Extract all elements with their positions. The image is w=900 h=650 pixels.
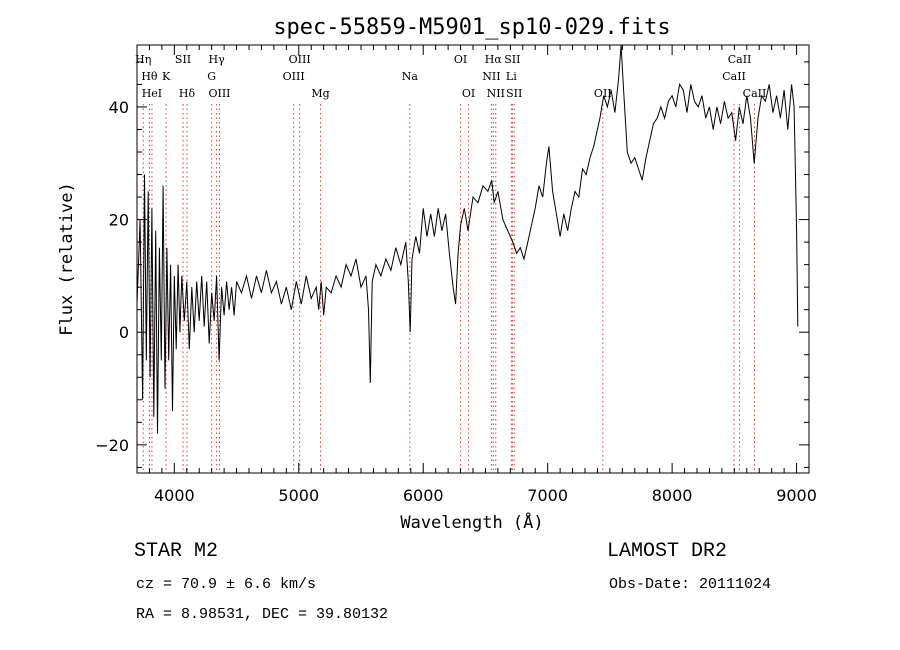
y-tick-label: 40 bbox=[109, 98, 129, 117]
line-label: HeI bbox=[142, 87, 162, 100]
line-label: Hδ bbox=[179, 87, 196, 100]
y-tick-label: −20 bbox=[95, 436, 129, 455]
x-tick-label: 9000 bbox=[776, 486, 817, 505]
line-label: CaII bbox=[728, 53, 752, 66]
line-label: K bbox=[162, 70, 171, 83]
line-label: Hγ bbox=[209, 53, 226, 66]
line-label: SII bbox=[506, 87, 522, 100]
line-label: G bbox=[207, 70, 216, 83]
line-label: CaII bbox=[743, 87, 767, 100]
line-label: OIII bbox=[289, 53, 311, 66]
line-label: CaII bbox=[722, 70, 746, 83]
y-tick-label: 20 bbox=[109, 211, 129, 230]
y-tick-label: 0 bbox=[119, 323, 129, 342]
x-axis-label: Wavelength (Å) bbox=[400, 511, 543, 533]
observation-date: Obs-Date: 20111024 bbox=[609, 576, 772, 593]
x-tick-label: 7000 bbox=[527, 486, 568, 505]
x-tick-label: 5000 bbox=[278, 486, 319, 505]
ra-dec-coordinates: RA = 8.98531, DEC = 39.80132 bbox=[136, 606, 389, 623]
chart-title: spec-55859-M5901_sp10-029.fits bbox=[273, 15, 670, 40]
line-label: Hθ bbox=[141, 70, 158, 83]
x-tick-label: 4000 bbox=[154, 486, 195, 505]
line-label: Hα bbox=[485, 53, 503, 66]
line-label: SII bbox=[504, 53, 520, 66]
line-label: NII bbox=[487, 87, 505, 100]
line-label: OI bbox=[454, 53, 467, 66]
spectrum-line bbox=[136, 44, 799, 434]
line-label: Na bbox=[402, 70, 419, 83]
redshift-velocity: cz = 70.9 ± 6.6 km/s bbox=[136, 576, 317, 593]
x-axis: 4000 5000 6000 7000 8000 9000 bbox=[148, 45, 817, 505]
spectral-line-markers bbox=[142, 104, 755, 473]
line-label: OIII bbox=[283, 70, 305, 83]
line-label: OI bbox=[462, 87, 475, 100]
survey-name: LAMOST DR2 bbox=[607, 540, 728, 563]
line-label: Mg bbox=[311, 87, 329, 100]
line-label: Hη bbox=[135, 53, 151, 66]
x-tick-label: 8000 bbox=[652, 486, 693, 505]
line-label: Li bbox=[506, 70, 517, 83]
y-axis: −20 0 20 40 bbox=[95, 61, 809, 468]
object-class: STAR M2 bbox=[134, 540, 219, 563]
line-label: OIII bbox=[208, 87, 230, 100]
x-tick-label: 6000 bbox=[403, 486, 444, 505]
y-axis-label: Flux (relative) bbox=[57, 182, 77, 336]
line-label: SII bbox=[175, 53, 191, 66]
line-label: OII bbox=[594, 87, 612, 100]
line-label: NII bbox=[482, 70, 500, 83]
